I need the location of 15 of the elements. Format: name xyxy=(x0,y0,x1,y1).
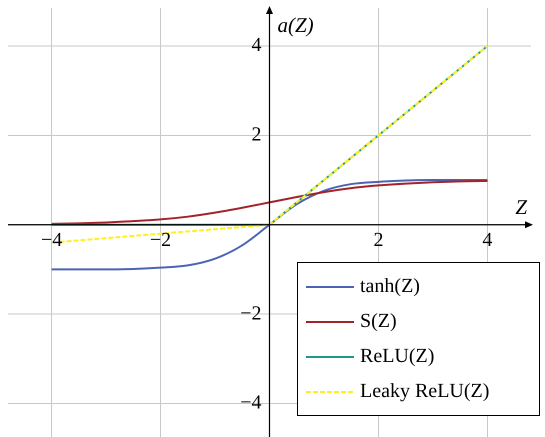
y-tick-label: 2 xyxy=(252,124,262,146)
line-series xyxy=(50,180,488,225)
y-tick-label: 4 xyxy=(252,34,262,56)
legend-label: ReLU(Z) xyxy=(360,345,436,368)
x-tick-label: −4 xyxy=(40,228,62,251)
legend-label: Leaky ReLU(Z) xyxy=(360,380,490,403)
x-axis-title: Z xyxy=(515,194,528,219)
legend-label: tanh(Z) xyxy=(360,275,421,298)
y-tick-label: −2 xyxy=(240,302,262,324)
legend-label: S(Z) xyxy=(360,310,398,333)
x-tick-label: 4 xyxy=(482,228,492,251)
x-tick-label: 2 xyxy=(373,228,384,251)
x-tick-label: −2 xyxy=(150,228,172,251)
y-axis-title: a(Z) xyxy=(278,13,314,38)
y-tick-label: −4 xyxy=(240,392,262,414)
